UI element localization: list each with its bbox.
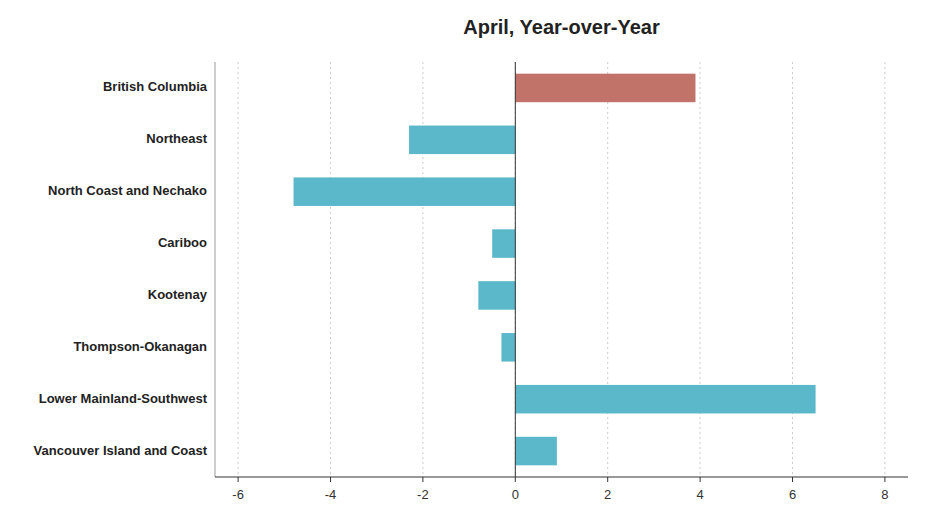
x-tick [422,477,423,482]
x-tick [884,477,885,482]
bar [294,177,516,206]
chart-title: April, Year-over-Year [463,16,660,38]
x-tick [607,477,608,482]
chart-container: April, Year-over-Year -6 -4 -2 0 2 4 6 8 Vancouve… [0,0,938,527]
page: {"chart_data": {"type": "bar", "orientat… [0,0,938,527]
grid-line [607,62,608,477]
bar [492,229,515,258]
axes: -6 -4 -2 0 2 4 6 8 Vancouver Island and Coast Low… [34,62,908,502]
x-tick [792,477,793,482]
x-tick-label: 6 [789,487,796,502]
x-tick [330,477,331,482]
x-tick-label: 2 [604,487,611,502]
y-tick-label: Cariboo [158,235,207,250]
x-tick-label: -4 [325,487,337,502]
grid-line [700,62,701,477]
x-tick [700,477,701,482]
grid-line [330,62,331,477]
bar [409,126,515,155]
x-tick [515,477,516,482]
x-tick-label: 4 [696,487,703,502]
chart-svg: April, Year-over-Year -6 -4 -2 0 2 4 6 8 Vancouve… [0,0,938,527]
x-tick-label: 8 [881,487,888,502]
y-tick-label: North Coast and Nechako [48,183,207,198]
grid-line [884,62,885,477]
bars [294,74,816,466]
y-tick-label: Vancouver Island and Coast [34,443,208,458]
x-tick-label: -6 [232,487,244,502]
grid-line [792,62,793,477]
x-tick [238,477,239,482]
y-tick-label: Kootenay [148,287,208,302]
grid-line [238,62,239,477]
y-axis-line [215,62,216,477]
bar [501,333,515,362]
bar [515,437,557,466]
grid [238,62,885,477]
x-tick-label: -2 [417,487,429,502]
grid-line [422,62,423,477]
grid-line [515,62,516,477]
zero-line [515,62,516,477]
y-tick-label: Northeast [146,131,207,146]
bar [515,385,815,414]
y-tick-label: Lower Mainland-Southwest [39,391,208,406]
y-tick-label: Thompson-Okanagan [73,339,207,354]
bar [478,281,515,310]
x-axis-line [215,476,908,477]
bar [515,74,695,103]
y-tick-label: British Columbia [103,79,208,94]
x-tick-label: 0 [512,487,519,502]
